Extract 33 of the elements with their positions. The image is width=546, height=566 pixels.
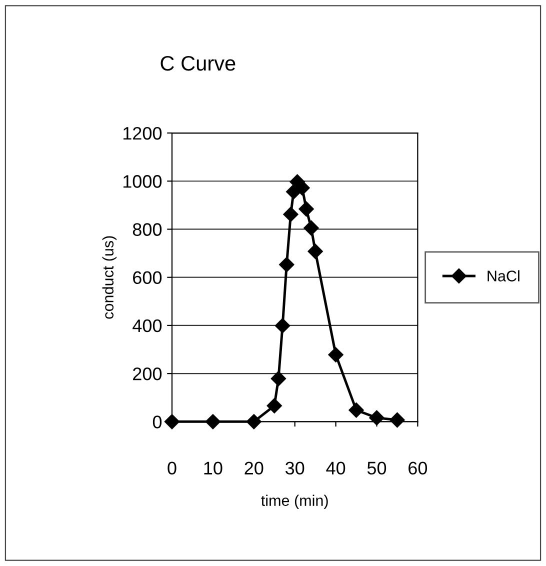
legend-label: NaCl <box>488 270 520 282</box>
point <box>266 398 282 414</box>
point <box>164 414 180 430</box>
x-tick-label: 0 <box>168 462 176 475</box>
x-tick-label: 50 <box>367 462 386 475</box>
x-tick-label: 20 <box>244 462 264 475</box>
point <box>328 347 344 362</box>
y-axis-title: conduct (us) <box>102 236 117 319</box>
x-tick-label: 30 <box>285 462 304 475</box>
y-tick-label: 600 <box>133 271 162 284</box>
x-axis-title: time (min) <box>261 494 328 509</box>
y-tick-label: 1200 <box>123 126 162 140</box>
point <box>283 206 298 222</box>
chart-title: C Curve <box>160 56 236 71</box>
point <box>279 257 294 272</box>
point <box>308 244 323 259</box>
point <box>246 414 262 430</box>
y-tick-label: 800 <box>132 223 162 236</box>
y-tick-label: 200 <box>133 367 162 380</box>
point <box>304 220 319 236</box>
point <box>270 371 286 386</box>
x-tick-label: 40 <box>326 462 346 475</box>
y-tick-label: 400 <box>132 319 162 332</box>
point <box>369 410 384 426</box>
point <box>348 402 364 418</box>
x-tick-label: 10 <box>204 462 222 475</box>
point <box>274 318 290 334</box>
y-tick-label: 1000 <box>123 175 162 188</box>
x-tick-label: 60 <box>408 462 428 475</box>
point <box>390 412 405 428</box>
y-tick-label: 0 <box>152 416 162 428</box>
point <box>298 201 314 217</box>
point <box>205 414 221 430</box>
